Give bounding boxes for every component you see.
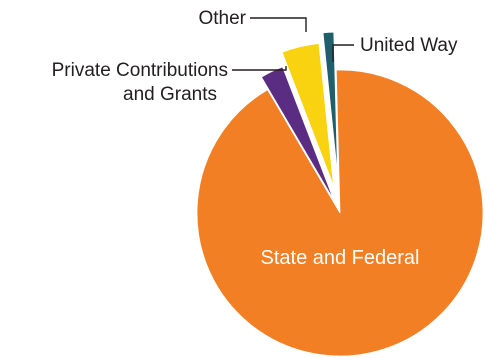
slice-other bbox=[281, 43, 334, 186]
leader-line-private-contributions bbox=[232, 66, 287, 71]
slice-labels: Other Private Contributions and Grants U… bbox=[52, 8, 458, 269]
leader-lines bbox=[232, 17, 354, 71]
leader-line-other bbox=[250, 17, 307, 32]
pie-slices bbox=[196, 31, 484, 357]
slice-state-and-federal bbox=[196, 69, 484, 357]
label-state-and-federal: State and Federal bbox=[261, 247, 420, 269]
slice-united-way bbox=[322, 31, 338, 176]
leader-line-united-way bbox=[332, 44, 354, 62]
slice-private-contributions bbox=[260, 66, 335, 201]
label-united-way: United Way bbox=[360, 35, 458, 56]
label-private-contributions-line2: and Grants bbox=[123, 84, 217, 105]
label-private-contributions: Private Contributions bbox=[52, 60, 228, 81]
label-other: Other bbox=[198, 8, 246, 29]
